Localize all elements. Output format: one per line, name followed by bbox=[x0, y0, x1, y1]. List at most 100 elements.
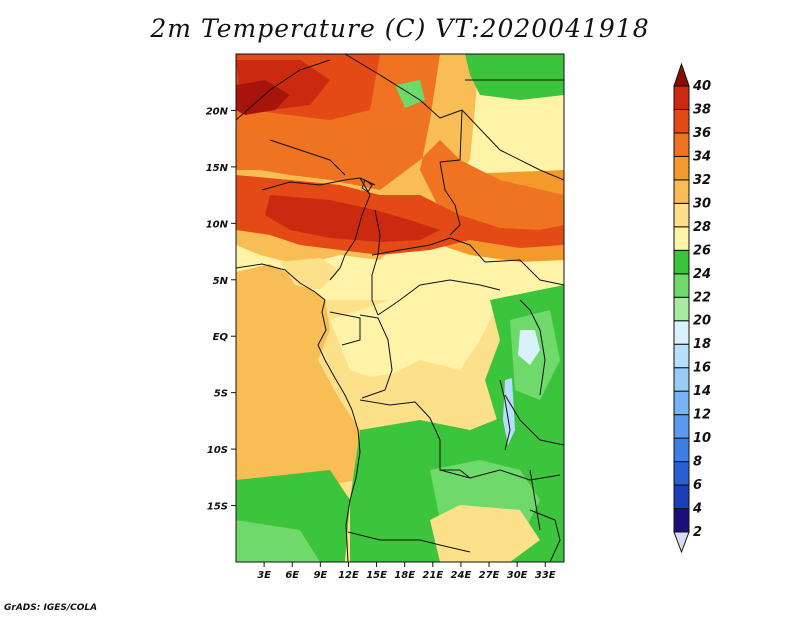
border-drc-north bbox=[377, 279, 501, 316]
colorbar-label: 40 bbox=[692, 79, 711, 94]
lat-tick-label: EQ bbox=[213, 332, 229, 343]
lat-tick-label: 15N bbox=[206, 163, 229, 174]
colorbar-label: 16 bbox=[693, 361, 711, 376]
border-chad-libya bbox=[344, 54, 463, 163]
colorbar-label: 28 bbox=[693, 220, 711, 235]
colorbar-segment bbox=[673, 132, 690, 157]
colorbar-label: 8 bbox=[693, 455, 702, 470]
lat-tick-label: 5S bbox=[214, 389, 228, 400]
lon-tick-label: 6E bbox=[285, 570, 299, 581]
lon-tick-label: 24E bbox=[451, 570, 472, 581]
colorbar-label: 10 bbox=[693, 431, 711, 446]
sahel-deep-red bbox=[265, 195, 440, 242]
colorbar-segment bbox=[673, 179, 690, 204]
colorbar-label: 12 bbox=[693, 408, 711, 423]
colorbar-segment bbox=[673, 320, 690, 345]
colorbar-underflow bbox=[673, 531, 690, 554]
colorbar-segment bbox=[673, 249, 690, 275]
colorbar-label: 34 bbox=[693, 149, 711, 164]
lon-tick-label: 27E bbox=[479, 570, 500, 581]
border-niger-nigeria bbox=[261, 177, 376, 191]
map-axes: 20N 15N 10N 5N EQ 5S 10S 15S 3E 6E 9E 12E 15E 18E 21E 2… bbox=[206, 53, 565, 581]
north-east-green bbox=[465, 54, 564, 100]
border-drc-zambia bbox=[439, 469, 561, 481]
gulf-guinea-coast-warm bbox=[280, 258, 340, 290]
map-plot-area bbox=[236, 54, 564, 562]
lon-tick-label: 30E bbox=[507, 570, 528, 581]
congo-basin bbox=[330, 290, 500, 380]
colorbar-segment bbox=[673, 226, 690, 251]
border-drc-angola bbox=[359, 399, 471, 479]
country-borders bbox=[236, 54, 564, 562]
border-mali-niger bbox=[269, 139, 346, 176]
border-mali-algeria bbox=[236, 59, 331, 121]
map-title: 2m Temperature (C) VT:2020041918 bbox=[150, 14, 650, 43]
lon-tick-label: 15E bbox=[366, 570, 387, 581]
border-tanzania bbox=[504, 394, 564, 446]
colorbar-segment bbox=[673, 461, 690, 486]
map-frame bbox=[235, 53, 565, 563]
rift-lake bbox=[503, 378, 515, 445]
border-cameroon-car bbox=[371, 209, 381, 316]
lon-tick-label: 33E bbox=[535, 570, 556, 581]
colorbar-segment bbox=[673, 343, 690, 369]
border-east-africa bbox=[484, 259, 564, 286]
colorbar-segment bbox=[673, 484, 690, 510]
lon-tick-label: 3E bbox=[257, 570, 271, 581]
lon-tick-label: 21E bbox=[422, 570, 443, 581]
colorbar-segment bbox=[673, 390, 690, 416]
colorbar-label: 6 bbox=[693, 478, 702, 493]
colorbar-overflow bbox=[673, 62, 690, 87]
north-deep-red bbox=[236, 80, 290, 115]
colorbar-label: 2 bbox=[693, 525, 702, 540]
colorbar-label: 32 bbox=[693, 173, 711, 188]
lat-tick-label: 15S bbox=[207, 502, 228, 513]
lat-tick-label: 5N bbox=[213, 276, 229, 287]
colorbar-segment bbox=[673, 437, 690, 463]
lat-tick-label: 20N bbox=[206, 106, 229, 117]
border-uganda-kenya bbox=[519, 299, 546, 396]
colorbar-segment bbox=[673, 367, 690, 392]
colorbar-segment bbox=[673, 296, 690, 322]
colorbar-label: 24 bbox=[693, 267, 711, 282]
lake-chad-shore bbox=[361, 179, 373, 193]
lake-malawi-shore bbox=[529, 469, 541, 531]
lat-tick-label: 10N bbox=[206, 219, 229, 230]
lon-tick-label: 18E bbox=[394, 570, 415, 581]
colorbar-label: 18 bbox=[693, 337, 711, 352]
lake-victoria bbox=[518, 330, 540, 365]
colorbar-label: 26 bbox=[693, 243, 711, 258]
lat-tick-label: 10S bbox=[207, 445, 228, 456]
colorbar-segment bbox=[673, 202, 690, 228]
lon-tick-label: 9E bbox=[313, 570, 327, 581]
colorbar-segment bbox=[673, 85, 690, 110]
lon-tick-label: 12E bbox=[338, 570, 359, 581]
colorbar-segment bbox=[673, 108, 690, 134]
coastline-gulf-guinea bbox=[236, 263, 361, 562]
colorbar-segment bbox=[673, 155, 690, 181]
colorbar-segment bbox=[673, 414, 690, 439]
zambezi-warm bbox=[430, 505, 540, 562]
grads-credit: GrADS: IGES/COLA bbox=[4, 603, 98, 613]
lake-tanganyika-shore bbox=[499, 379, 511, 451]
colorbar-label: 14 bbox=[693, 384, 711, 399]
border-gabon bbox=[329, 311, 361, 346]
colorbar-label: 22 bbox=[693, 290, 711, 305]
border-nigeria-cameroon bbox=[329, 177, 371, 281]
colorbar-label: 38 bbox=[693, 102, 711, 117]
border-angola-south bbox=[347, 531, 471, 553]
colorbar-segment bbox=[673, 508, 690, 533]
colorbar-label: 4 bbox=[692, 502, 702, 517]
border-chad-east bbox=[439, 161, 461, 236]
south-atlantic-pale bbox=[236, 520, 320, 562]
central-interior bbox=[345, 370, 500, 440]
atlantic-ocean bbox=[236, 264, 360, 500]
colorbar-label: 20 bbox=[693, 314, 711, 329]
border-ethiopia bbox=[461, 109, 564, 181]
colorbar-segment bbox=[673, 273, 690, 298]
border-car-sudan bbox=[371, 237, 486, 263]
border-mozambique bbox=[529, 509, 561, 562]
colorbar-label: 36 bbox=[693, 126, 711, 141]
